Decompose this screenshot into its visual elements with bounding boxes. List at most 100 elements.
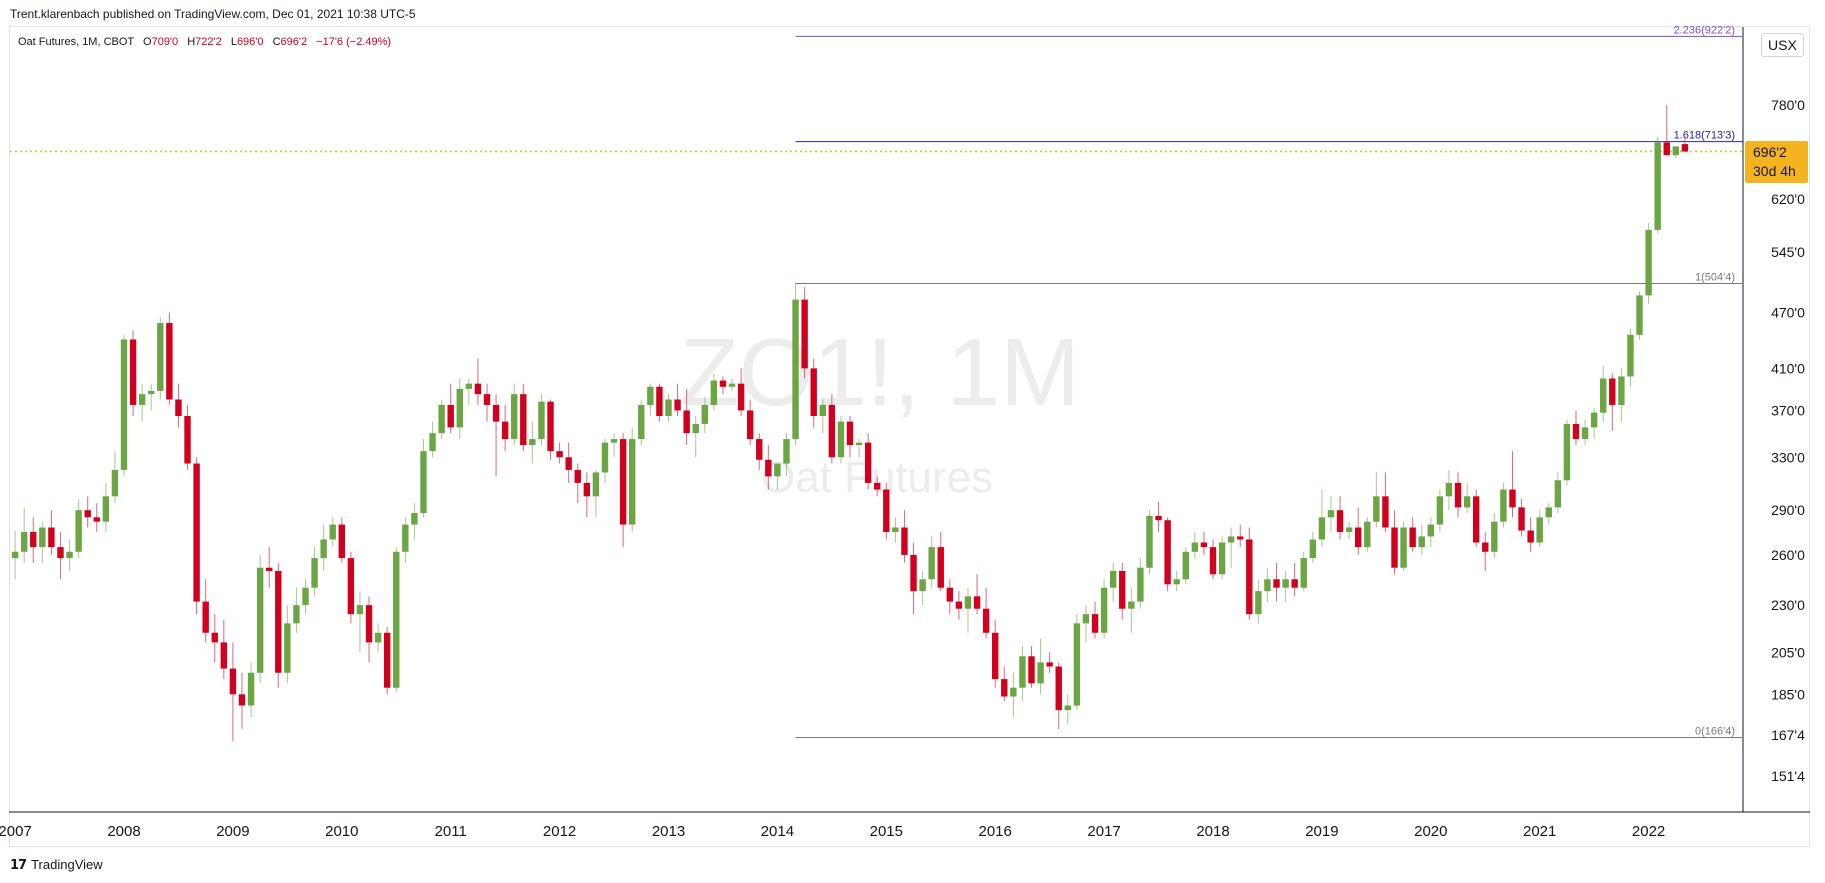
candle-body [39,527,46,548]
candle-body [465,383,473,389]
candle-body [1654,142,1661,230]
x-tick-label: 2015 [870,823,903,840]
legend-low-label: L [230,36,237,48]
fib-level-label: 0(166'4) [1695,725,1735,737]
candle-body [420,451,427,514]
tradingview-brand[interactable]: 𝟭𝟳 TradingView [10,857,103,873]
candle-body [756,439,763,460]
candle-body [828,404,836,458]
candle-body [1318,517,1326,540]
candle-body [456,388,463,428]
candle-body [447,404,454,428]
candle-body [1119,570,1126,609]
candle-body [928,547,935,580]
candle-body [1563,423,1571,481]
candle-body [1001,679,1008,697]
candle-body [320,539,327,559]
candle-body [1155,515,1162,521]
candle-body [1200,542,1208,548]
y-tick-label: 330'0 [1771,449,1805,465]
candle-body [1137,567,1144,602]
candle-body [365,605,373,643]
candle-body [1100,587,1108,633]
candle-body [1182,551,1189,580]
candle-body [266,567,273,571]
candle-body [683,410,690,434]
candle-body [701,404,708,424]
candle-body [1409,527,1416,548]
candle-body [1509,489,1516,508]
candle-body [202,601,209,633]
candle-body [1191,542,1199,552]
candle-body [148,390,155,395]
x-tick-label: 2020 [1414,823,1447,840]
candle-body [1046,662,1053,667]
candle-body [102,496,110,522]
chart-legend: Oat Futures, 1M, CBOT O709'0 H722'2 L696… [18,36,391,48]
candle-body [710,380,718,405]
candle-body [1064,705,1071,711]
candle-body [819,404,826,417]
x-tick-label: 2016 [979,823,1012,840]
candle-body [311,558,318,588]
y-tick-label: 620'0 [1771,191,1805,207]
publish-info: Trent.klarenbach published on TradingVie… [10,7,416,21]
candle-body [1173,579,1180,585]
watermark-title: ZO1!, 1M [680,319,1080,426]
candle-body [1300,558,1307,588]
y-tick-label: 260'0 [1771,547,1805,563]
candle-body [520,394,527,446]
candle-body [75,510,82,552]
candle-body [157,323,164,391]
candle-body [511,394,518,440]
candle-body [1028,656,1035,684]
candle-body [1454,482,1462,508]
candle-body [275,570,282,673]
candle-body [1427,524,1434,537]
candle-body [1227,536,1235,543]
legend-high-label: H [187,36,196,48]
candle-body [1527,530,1534,543]
currency-button[interactable]: USX [1761,33,1804,57]
x-tick-label: 2013 [652,823,685,840]
chart-frame [9,26,1810,847]
candle-body [1609,378,1616,405]
candle-body [665,399,672,417]
candle-body [846,421,854,446]
candle-body [746,410,754,440]
candle-body [1672,146,1680,156]
legend-high-value: 722'2 [195,36,222,48]
candle-body [1336,510,1344,532]
candle-body [1364,521,1371,548]
candle-body [1164,520,1171,585]
candle-body [1436,496,1444,525]
candle-body [238,694,246,706]
candle-body [529,439,536,446]
candle-body [84,510,91,518]
candle-body [719,380,727,387]
candle-body [402,524,409,552]
candle-body [737,383,745,411]
candle-body [1590,412,1598,428]
candle-body [647,386,654,405]
candle-body [1010,687,1017,697]
legend-low-value: 696'0 [236,36,264,48]
candle-body [429,433,436,452]
candle-body [619,439,627,525]
candle-body [111,469,119,497]
y-tick-label: 185'0 [1771,686,1805,702]
y-tick-label: 780'0 [1771,97,1805,113]
candle-body [347,558,355,615]
candle-body [1055,666,1062,711]
candle-body [592,472,600,497]
candle-body [120,339,128,470]
candle-body [284,623,291,673]
x-tick-label: 2021 [1523,823,1556,840]
candle-body [919,579,926,592]
candle-body [66,551,73,559]
candle-body [483,394,491,405]
legend-change: −17'6 (−2.49%) [316,36,392,48]
candle-body [302,587,309,606]
candle-body [1518,507,1525,531]
